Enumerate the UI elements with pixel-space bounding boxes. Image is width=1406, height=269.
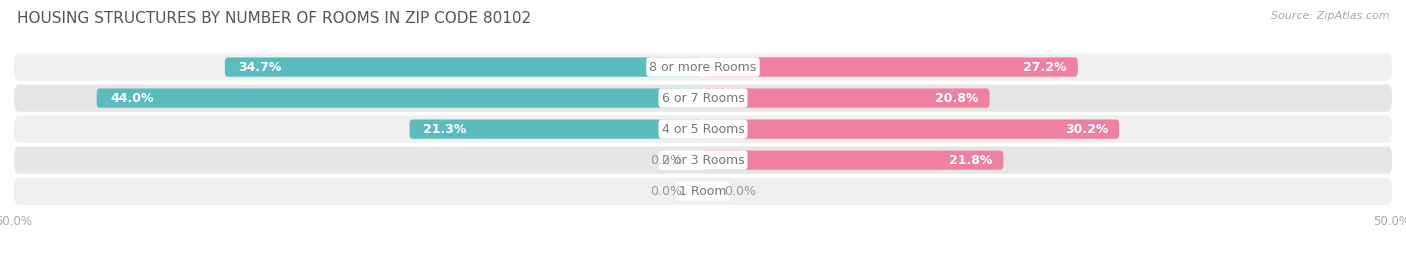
FancyBboxPatch shape <box>14 53 1392 81</box>
Text: 0.0%: 0.0% <box>651 185 682 198</box>
Text: 27.2%: 27.2% <box>1024 61 1067 73</box>
Text: 20.8%: 20.8% <box>935 91 979 105</box>
Text: 2 or 3 Rooms: 2 or 3 Rooms <box>662 154 744 167</box>
Text: 4 or 5 Rooms: 4 or 5 Rooms <box>662 123 744 136</box>
Text: 8 or more Rooms: 8 or more Rooms <box>650 61 756 73</box>
FancyBboxPatch shape <box>14 115 1392 143</box>
Text: 30.2%: 30.2% <box>1064 123 1108 136</box>
FancyBboxPatch shape <box>703 57 1078 77</box>
Text: HOUSING STRUCTURES BY NUMBER OF ROOMS IN ZIP CODE 80102: HOUSING STRUCTURES BY NUMBER OF ROOMS IN… <box>17 11 531 26</box>
Text: 6 or 7 Rooms: 6 or 7 Rooms <box>662 91 744 105</box>
FancyBboxPatch shape <box>14 84 1392 112</box>
Text: 34.7%: 34.7% <box>239 61 283 73</box>
Text: 0.0%: 0.0% <box>724 185 755 198</box>
FancyBboxPatch shape <box>97 89 703 108</box>
FancyBboxPatch shape <box>14 178 1392 205</box>
Text: 0.0%: 0.0% <box>651 154 682 167</box>
FancyBboxPatch shape <box>703 89 990 108</box>
Text: 44.0%: 44.0% <box>111 91 155 105</box>
FancyBboxPatch shape <box>225 57 703 77</box>
FancyBboxPatch shape <box>703 119 1119 139</box>
FancyBboxPatch shape <box>409 119 703 139</box>
Legend: Owner-occupied, Renter-occupied: Owner-occupied, Renter-occupied <box>576 266 830 269</box>
FancyBboxPatch shape <box>703 151 1004 170</box>
Text: 21.3%: 21.3% <box>423 123 467 136</box>
Text: Source: ZipAtlas.com: Source: ZipAtlas.com <box>1271 11 1389 21</box>
FancyBboxPatch shape <box>14 147 1392 174</box>
Text: 1 Room: 1 Room <box>679 185 727 198</box>
Text: 21.8%: 21.8% <box>949 154 993 167</box>
